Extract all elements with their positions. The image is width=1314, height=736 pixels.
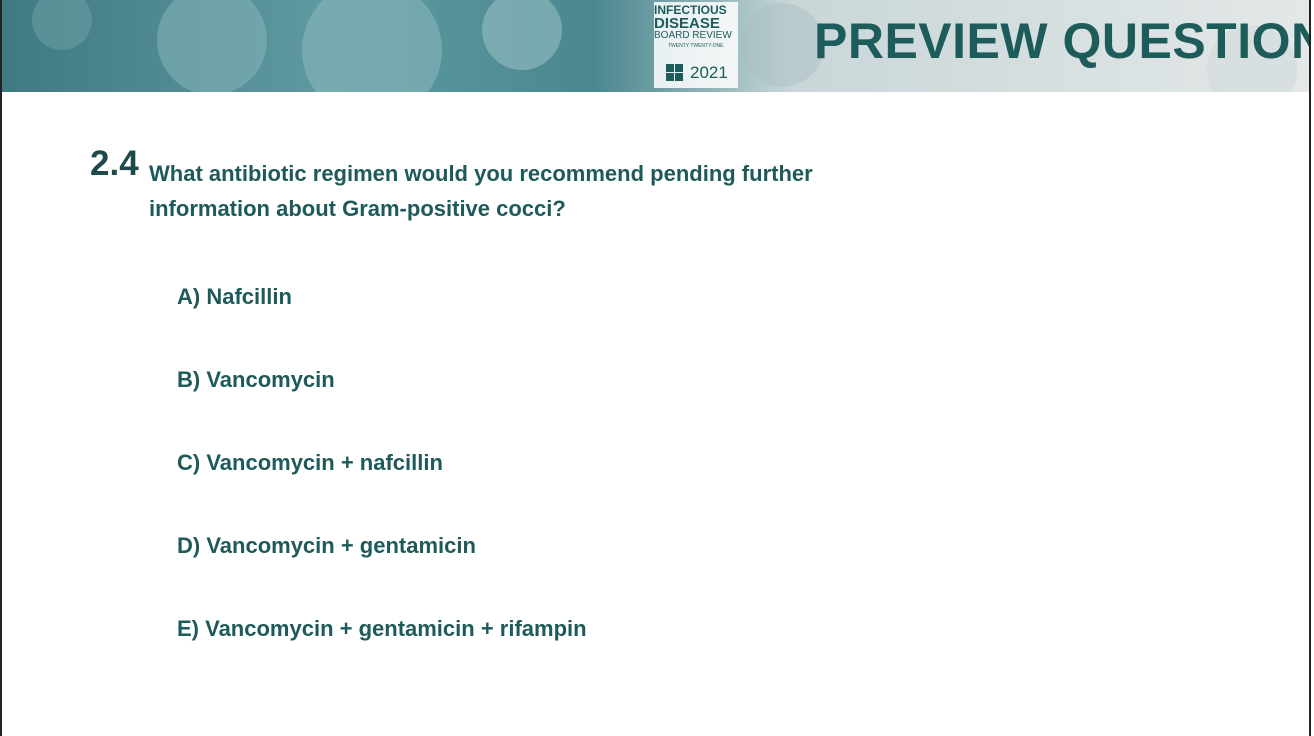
answer-option: A) Nafcillin bbox=[177, 284, 292, 310]
answer-option: B) Vancomycin bbox=[177, 367, 335, 393]
header-title: PREVIEW QUESTION bbox=[814, 12, 1309, 70]
page: INFECTIOUS DISEASE BOARD REVIEW TWENTY T… bbox=[0, 0, 1314, 736]
answer-option: D) Vancomycin + gentamicin bbox=[177, 533, 476, 559]
answer-option: E) Vancomycin + gentamicin + rifampin bbox=[177, 616, 587, 642]
logo: INFECTIOUS DISEASE BOARD REVIEW TWENTY T… bbox=[654, 4, 738, 88]
question-text: What antibiotic regimen would you recomm… bbox=[149, 156, 869, 226]
slide: INFECTIOUS DISEASE BOARD REVIEW TWENTY T… bbox=[0, 0, 1311, 736]
logo-text: BOARD REVIEW bbox=[654, 31, 738, 41]
logo-year: 2021 bbox=[690, 64, 728, 81]
question-number: 2.4 bbox=[90, 144, 139, 184]
logo-text: TWENTY TWENTY-ONE bbox=[668, 44, 738, 49]
logo-text: DISEASE bbox=[654, 16, 738, 31]
answer-option: C) Vancomycin + nafcillin bbox=[177, 450, 443, 476]
header: INFECTIOUS DISEASE BOARD REVIEW TWENTY T… bbox=[2, 0, 1309, 92]
